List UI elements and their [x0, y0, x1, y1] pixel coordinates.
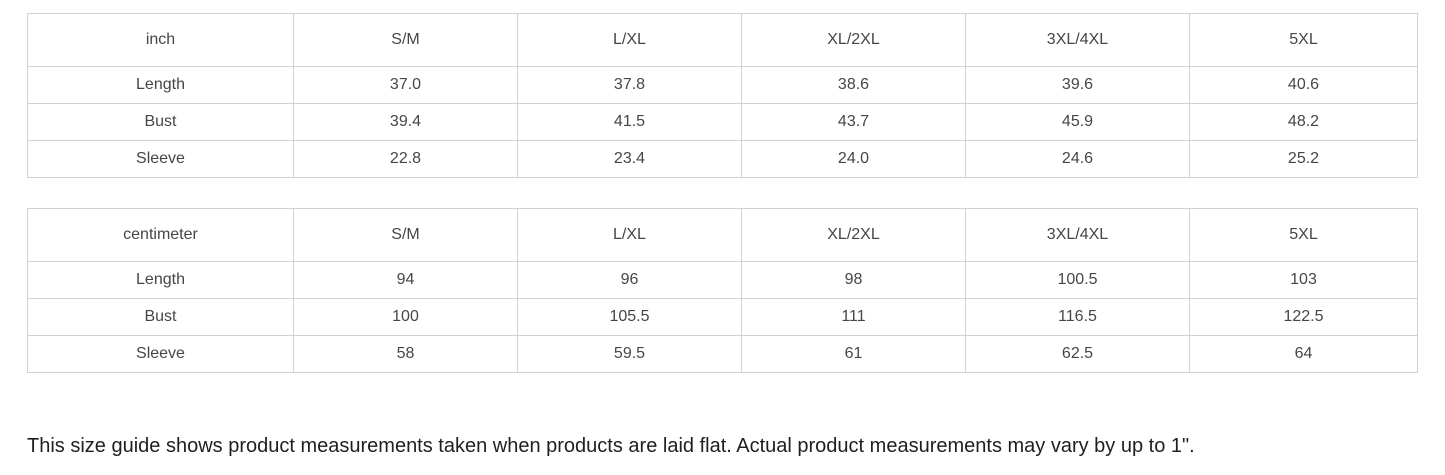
inch-sleeve-row: Sleeve 22.8 23.4 24.0 24.6 25.2 — [27, 140, 1418, 178]
cm-bust-value: 105.5 — [517, 298, 742, 336]
inch-length-value: 37.0 — [293, 66, 518, 104]
inch-length-label: Length — [27, 66, 294, 104]
cm-unit-header: centimeter — [27, 208, 294, 262]
inch-bust-row: Bust 39.4 41.5 43.7 45.9 48.2 — [27, 103, 1418, 141]
cm-size-header-lxl: L/XL — [517, 208, 742, 262]
cm-size-header-5xl: 5XL — [1189, 208, 1418, 262]
inch-unit-header: inch — [27, 13, 294, 67]
size-table-centimeter: centimeter S/M L/XL XL/2XL 3XL/4XL 5XL L… — [27, 208, 1418, 373]
inch-length-value: 39.6 — [965, 66, 1190, 104]
inch-header-row: inch S/M L/XL XL/2XL 3XL/4XL 5XL — [27, 13, 1418, 67]
size-guide-note: This size guide shows product measuremen… — [27, 435, 1195, 457]
inch-sleeve-value: 24.0 — [741, 140, 966, 178]
inch-bust-value: 39.4 — [293, 103, 518, 141]
inch-length-value: 38.6 — [741, 66, 966, 104]
inch-length-value: 37.8 — [517, 66, 742, 104]
inch-size-header-5xl: 5XL — [1189, 13, 1418, 67]
inch-sleeve-value: 24.6 — [965, 140, 1190, 178]
cm-size-header-3xl4xl: 3XL/4XL — [965, 208, 1190, 262]
cm-length-value: 96 — [517, 261, 742, 299]
cm-length-value: 100.5 — [965, 261, 1190, 299]
cm-bust-label: Bust — [27, 298, 294, 336]
inch-size-header-xl2xl: XL/2XL — [741, 13, 966, 67]
inch-sleeve-value: 22.8 — [293, 140, 518, 178]
inch-sleeve-value: 23.4 — [517, 140, 742, 178]
size-table-inch: inch S/M L/XL XL/2XL 3XL/4XL 5XL Length … — [27, 13, 1418, 178]
cm-length-value: 98 — [741, 261, 966, 299]
cm-header-row: centimeter S/M L/XL XL/2XL 3XL/4XL 5XL — [27, 208, 1418, 262]
cm-sleeve-value: 62.5 — [965, 335, 1190, 373]
cm-size-header-sm: S/M — [293, 208, 518, 262]
cm-bust-value: 111 — [741, 298, 966, 336]
inch-size-header-3xl4xl: 3XL/4XL — [965, 13, 1190, 67]
inch-sleeve-label: Sleeve — [27, 140, 294, 178]
cm-sleeve-row: Sleeve 58 59.5 61 62.5 64 — [27, 335, 1418, 373]
cm-length-value: 94 — [293, 261, 518, 299]
inch-length-row: Length 37.0 37.8 38.6 39.6 40.6 — [27, 66, 1418, 104]
cm-bust-value: 116.5 — [965, 298, 1190, 336]
cm-length-row: Length 94 96 98 100.5 103 — [27, 261, 1418, 299]
cm-length-value: 103 — [1189, 261, 1418, 299]
size-guide-section: inch S/M L/XL XL/2XL 3XL/4XL 5XL Length … — [0, 13, 1445, 459]
cm-bust-value: 100 — [293, 298, 518, 336]
inch-bust-label: Bust — [27, 103, 294, 141]
inch-bust-value: 48.2 — [1189, 103, 1418, 141]
inch-sleeve-value: 25.2 — [1189, 140, 1418, 178]
cm-sleeve-value: 64 — [1189, 335, 1418, 373]
cm-sleeve-value: 61 — [741, 335, 966, 373]
cm-length-label: Length — [27, 261, 294, 299]
cm-sleeve-label: Sleeve — [27, 335, 294, 373]
cm-size-header-xl2xl: XL/2XL — [741, 208, 966, 262]
cm-sleeve-value: 59.5 — [517, 335, 742, 373]
inch-bust-value: 43.7 — [741, 103, 966, 141]
cm-bust-row: Bust 100 105.5 111 116.5 122.5 — [27, 298, 1418, 336]
inch-bust-value: 45.9 — [965, 103, 1190, 141]
inch-size-header-lxl: L/XL — [517, 13, 742, 67]
inch-bust-value: 41.5 — [517, 103, 742, 141]
cm-sleeve-value: 58 — [293, 335, 518, 373]
inch-length-value: 40.6 — [1189, 66, 1418, 104]
inch-size-header-sm: S/M — [293, 13, 518, 67]
cm-bust-value: 122.5 — [1189, 298, 1418, 336]
